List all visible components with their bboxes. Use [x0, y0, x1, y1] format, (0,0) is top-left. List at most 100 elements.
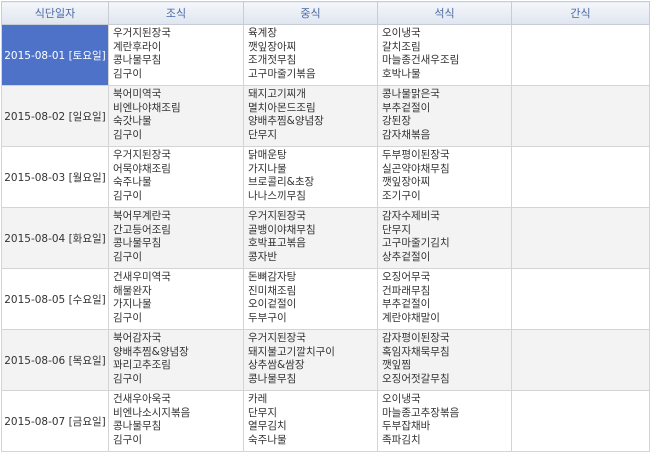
menu-item: 감자평이된장국 — [382, 332, 450, 344]
menu-item: 혹임자채묵무침 — [382, 345, 450, 358]
menu-item: 콩나물무침 — [113, 54, 162, 66]
meal-cell: 감자평이된장국 혹임자채묵무침 깻잎찜 오징어젓갈무침 — [377, 329, 512, 391]
menu-item: 두부구이 — [248, 311, 287, 324]
menu-item: 감자수제비국 — [382, 210, 440, 222]
menu-item: 부추겉절이 — [382, 298, 431, 310]
date-cell[interactable]: 2015-08-07 [금요일] — [1, 390, 109, 452]
menu-item: 우거지된장국 — [248, 332, 306, 344]
menu-item: 우거지된장국 — [113, 27, 171, 39]
menu-row: 2015-08-02 [일요일] 북어미역국 비엔나야채조림 숙갓나물 김구이 돼지고기찌… — [1, 85, 650, 147]
menu-item: 김구이 — [113, 250, 142, 263]
date-cell[interactable]: 2015-08-02 [일요일] — [1, 85, 109, 147]
menu-item: 진미채조림 — [248, 284, 297, 297]
menu-item: 두부잡채바 — [382, 420, 431, 432]
menu-item: 비엔나야채조림 — [113, 101, 181, 114]
meal-cell: 북어미역국 비엔나야채조림 숙갓나물 김구이 — [108, 85, 244, 147]
menu-item: 나나스끼무침 — [248, 189, 306, 202]
menu-item: 숙주나물 — [113, 176, 152, 188]
date-cell[interactable]: 2015-08-06 [목요일] — [1, 329, 109, 391]
menu-item: 돈뼈감자탕 — [248, 271, 297, 283]
menu-item: 계란후라이 — [113, 40, 162, 53]
menu-item: 건새우미역국 — [113, 271, 171, 283]
menu-item: 가지나물 — [113, 298, 152, 310]
empty-cell — [511, 268, 650, 330]
menu-item: 열무김치 — [248, 420, 287, 432]
menu-item: 김구이 — [113, 372, 142, 385]
menu-item: 어묵야채조림 — [113, 162, 171, 175]
menu-item: 돼지불고기깔치구이 — [248, 345, 335, 358]
meal-cell: 콩나물맑은국 부추겉절이 강된장 감자채볶음 — [377, 85, 512, 147]
meal-cell: 육계장 깻잎장아찌 조개젓무침 고구마줄기볶음 — [243, 24, 378, 86]
empty-cell — [511, 85, 650, 147]
menu-row: 2015-08-06 [목요일] 북어감자국 양배추찜&양념장 꽈리고추조림 김구이 우거… — [1, 329, 650, 391]
menu-item: 우거지된장국 — [248, 210, 306, 222]
meal-cell: 두부평이된장국 실곤약야채무침 깻잎장아찌 조기구이 — [377, 146, 512, 208]
column-header: 식단일자 — [1, 1, 109, 25]
meal-cell: 건새우미역국 해물완자 가지나물 김구이 — [108, 268, 244, 330]
menu-item: 꽈리고추조림 — [113, 359, 171, 371]
menu-item: 호박표고볶음 — [248, 237, 306, 249]
menu-item: 상추쌈&쌈장 — [248, 359, 305, 371]
menu-item: 골뱅이야채무침 — [248, 223, 316, 236]
menu-item: 오이겉절이 — [248, 298, 297, 310]
menu-item: 북어무계란국 — [113, 210, 171, 222]
meal-cell: 닭매운탕 가지나물 브로콜리&초장 나나스끼무침 — [243, 146, 378, 208]
menu-row: 2015-08-07 [금요일] 건새우아욱국 비엔나소시지볶음 콩나물무침 김구이 카레… — [1, 390, 650, 452]
menu-item: 갈치조림 — [382, 40, 421, 53]
menu-item: 건파래무침 — [382, 284, 431, 297]
menu-item: 브로콜리&초장 — [248, 176, 315, 188]
menu-item: 돼지고기찌개 — [248, 88, 306, 100]
menu-item: 콩나물맑은국 — [382, 88, 440, 100]
menu-item: 북어미역국 — [113, 88, 162, 100]
empty-cell — [511, 207, 650, 269]
menu-item: 마늘종건새우조림 — [382, 54, 460, 66]
menu-item: 조개젓무침 — [248, 54, 297, 66]
meal-cell: 카레 단무지 열무김치 숙주나물 — [243, 390, 378, 452]
menu-item: 단무지 — [382, 223, 411, 236]
meal-cell: 건새우아욱국 비엔나소시지볶음 콩나물무침 김구이 — [108, 390, 244, 452]
menu-item: 숙갓나물 — [113, 115, 152, 127]
menu-item: 콩자반 — [248, 250, 277, 263]
meal-cell: 감자수제비국 단무지 고구마줄기김치 상추겉절이 — [377, 207, 512, 269]
column-header: 석식 — [377, 1, 512, 25]
menu-item: 닭매운탕 — [248, 149, 287, 161]
table-body: 2015-08-01 [토요일] 우거지된장국 계란후라이 콩나물무침 김구이 육계장 깻잎… — [1, 24, 650, 452]
menu-item: 콩나물무침 — [113, 420, 162, 432]
meal-cell: 오이냉국 마늘종고추장볶음 두부잡채바 족파김치 — [377, 390, 512, 452]
menu-item: 비엔나소시지볶음 — [113, 406, 191, 419]
menu-row: 2015-08-05 [수요일] 건새우미역국 해물완자 가지나물 김구이 돈뼈감자탕 진미… — [1, 268, 650, 330]
empty-cell — [511, 329, 650, 391]
empty-cell — [511, 24, 650, 86]
menu-row: 2015-08-04 [화요일] 북어무계란국 간고등어조림 콩나물무침 김구이 우거지된… — [1, 207, 650, 269]
menu-item: 숙주나물 — [248, 433, 287, 446]
menu-item: 양배추찜&양념장 — [113, 345, 189, 358]
menu-item: 오징어무국 — [382, 271, 431, 283]
menu-item: 김구이 — [113, 128, 142, 141]
menu-item: 깻잎장아찌 — [248, 40, 297, 53]
menu-item: 호박나물 — [382, 67, 421, 80]
menu-item: 깻잎찜 — [382, 359, 411, 371]
column-header: 중식 — [243, 1, 378, 25]
empty-cell — [511, 390, 650, 452]
menu-item: 양배추찜&양념장 — [248, 115, 324, 127]
column-header: 간식 — [511, 1, 650, 25]
date-cell[interactable]: 2015-08-04 [화요일] — [1, 207, 109, 269]
meal-cell: 오징어무국 건파래무침 부추겉절이 계란야채말이 — [377, 268, 512, 330]
menu-item: 우거지된장국 — [113, 149, 171, 161]
date-cell[interactable]: 2015-08-01 [토요일] — [1, 24, 109, 86]
meal-cell: 우거지된장국 계란후라이 콩나물무침 김구이 — [108, 24, 244, 86]
menu-item: 김구이 — [113, 67, 142, 80]
meal-cell: 오이냉국 갈치조림 마늘종건새우조림 호박나물 — [377, 24, 512, 86]
date-cell[interactable]: 2015-08-03 [월요일] — [1, 146, 109, 208]
menu-item: 멸치아몬드조림 — [248, 101, 316, 114]
menu-item: 간고등어조림 — [113, 223, 171, 236]
menu-item: 가지나물 — [248, 162, 287, 175]
menu-item: 육계장 — [248, 27, 277, 39]
menu-item: 족파김치 — [382, 433, 421, 446]
meal-cell: 북어감자국 양배추찜&양념장 꽈리고추조림 김구이 — [108, 329, 244, 391]
date-cell[interactable]: 2015-08-05 [수요일] — [1, 268, 109, 330]
menu-item: 상추겉절이 — [382, 250, 431, 263]
menu-item: 실곤약야채무침 — [382, 162, 450, 175]
menu-item: 콩나물무침 — [248, 372, 297, 385]
